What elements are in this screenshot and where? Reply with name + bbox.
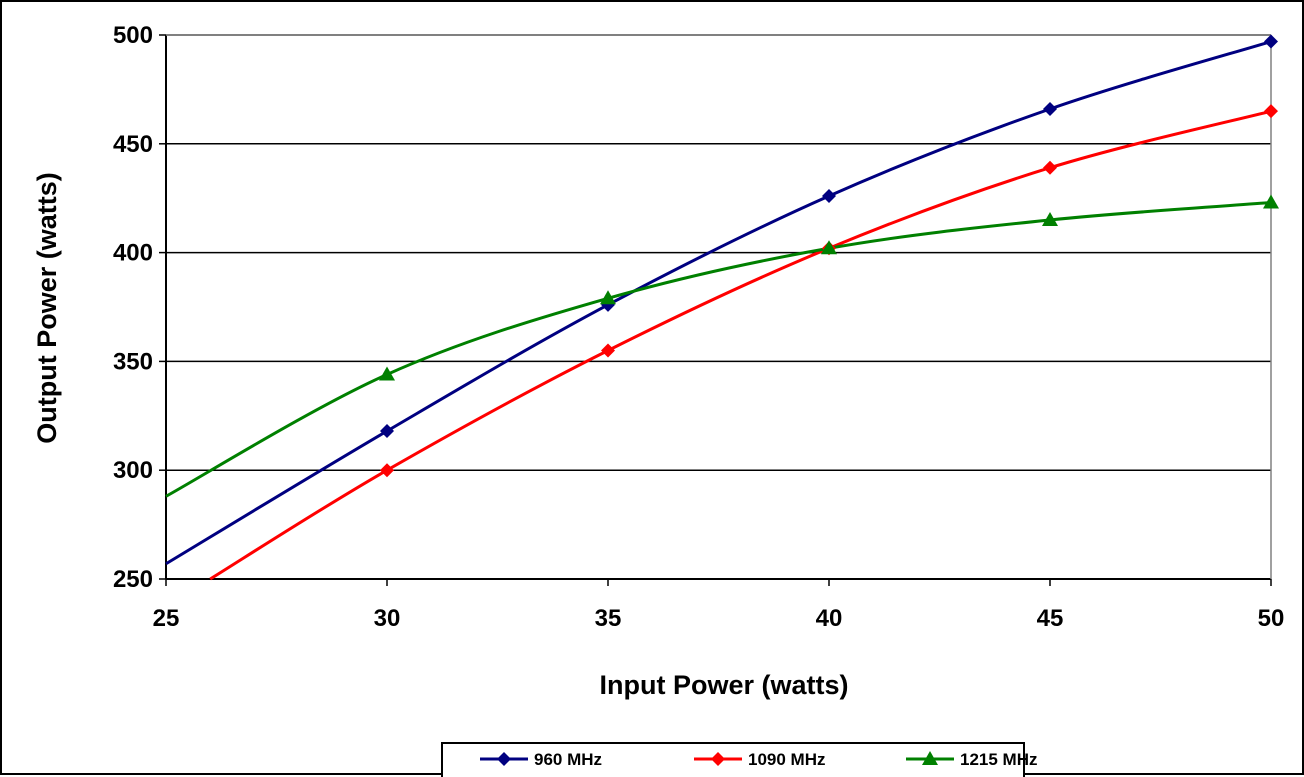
axes	[159, 34, 1272, 586]
series-lines	[165, 40, 1272, 581]
data-point-1215-mhz	[1263, 194, 1279, 209]
legend: 960 MHz 1090 MHz 1215 MHz	[441, 742, 1037, 777]
data-point-960-mhz	[1264, 34, 1278, 49]
legend-item-1090-mhz: 1090 MHz	[694, 750, 825, 769]
legend-marker	[711, 752, 725, 766]
data-point-960-mhz	[380, 424, 394, 439]
x-tick-label: 30	[374, 605, 401, 632]
x-axis-title: Input Power (watts)	[600, 670, 849, 700]
data-point-1215-mhz	[600, 290, 616, 305]
x-tick-label: 40	[816, 605, 843, 632]
y-tick-label: 250	[113, 566, 153, 593]
y-tick-label: 350	[113, 348, 153, 375]
gridlines	[166, 34, 1271, 471]
legend-items: 960 MHz 1090 MHz 1215 MHz	[480, 750, 1037, 769]
y-tick-label: 450	[113, 131, 153, 158]
x-tick-label: 25	[153, 605, 180, 632]
data-point-960-mhz	[1043, 101, 1057, 116]
legend-label: 960 MHz	[534, 750, 602, 769]
series-line-1215-mhz	[165, 201, 1272, 498]
legend-label: 1090 MHz	[748, 750, 825, 769]
x-tick-label: 50	[1258, 605, 1285, 632]
data-point-1090-mhz	[1043, 160, 1057, 175]
data-point-1215-mhz	[1042, 211, 1058, 226]
data-point-960-mhz	[822, 189, 836, 204]
legend-label: 1215 MHz	[960, 750, 1037, 769]
data-point-1090-mhz	[601, 343, 615, 358]
y-tick-label: 400	[113, 240, 153, 267]
data-point-1090-mhz	[1264, 104, 1278, 119]
legend-marker	[497, 752, 511, 766]
y-tick-label: 500	[113, 22, 153, 49]
data-point-1215-mhz	[821, 240, 837, 255]
series-markers	[379, 34, 1279, 478]
x-tick-labels: 25 30 35 40 45 50	[153, 605, 1285, 632]
series-line-1090-mhz	[209, 109, 1272, 581]
legend-marker	[922, 751, 938, 765]
series-line-960-mhz	[165, 40, 1272, 566]
x-tick-label: 45	[1037, 605, 1064, 632]
y-axis-title: Output Power (watts)	[32, 172, 62, 444]
y-tick-labels: 250 300 350 400 450 500	[113, 22, 153, 593]
legend-item-1215-mhz: 1215 MHz	[906, 750, 1037, 769]
data-point-1215-mhz	[379, 366, 395, 381]
data-point-1090-mhz	[380, 463, 394, 478]
legend-item-960-mhz: 960 MHz	[480, 750, 602, 769]
x-tick-label: 35	[595, 605, 622, 632]
y-tick-label: 300	[113, 457, 153, 484]
